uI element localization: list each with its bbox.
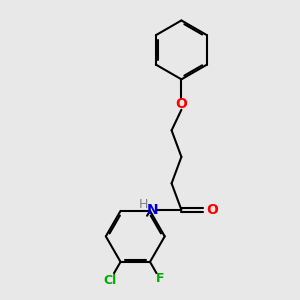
Text: H: H bbox=[138, 199, 148, 212]
Text: N: N bbox=[147, 203, 159, 217]
Text: O: O bbox=[206, 203, 218, 217]
Text: Cl: Cl bbox=[103, 274, 116, 287]
Text: O: O bbox=[176, 97, 187, 111]
Text: F: F bbox=[156, 272, 164, 285]
